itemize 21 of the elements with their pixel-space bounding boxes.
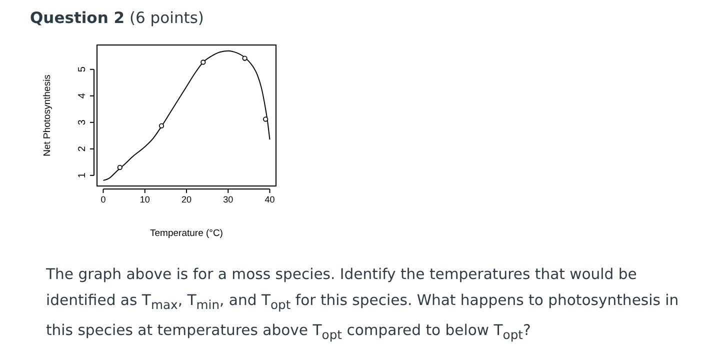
point: [158, 123, 164, 128]
point: [263, 116, 268, 122]
point: [242, 56, 248, 61]
point: [117, 164, 122, 170]
x-tick-label: 10: [140, 194, 150, 204]
chart-title: Question 2: [30, 9, 125, 27]
text: The graph above is for a moss species. Identify the temperatures that would be identified as T$_{max}$, T$_{min}$, and T$_{opt}$ for this species. What happens to photosynthesis in this species at temperatures above T$_{opt}$ compared to below T$_{opt}$?: [46, 266, 679, 342]
x-tick-label: 40: [264, 194, 275, 204]
x-axis-title: Temperature (°C): [150, 228, 223, 239]
y-tick-label: 4: [77, 92, 88, 99]
y-tick-label: 2: [77, 146, 88, 152]
y-tick-label: 5: [77, 66, 88, 72]
y-tick-label: 1: [77, 172, 88, 178]
x-tick-label: 0: [100, 194, 106, 204]
line-series: [102, 50, 270, 181]
y-axis-title: Net Photosynthesis: [42, 74, 53, 156]
x-tick-label: 20: [181, 194, 192, 204]
x-tick-label: 30: [223, 194, 234, 204]
point: [200, 60, 206, 65]
y-tick-label: 3: [77, 119, 88, 126]
chart-subtitle: (6 points): [128, 9, 204, 27]
